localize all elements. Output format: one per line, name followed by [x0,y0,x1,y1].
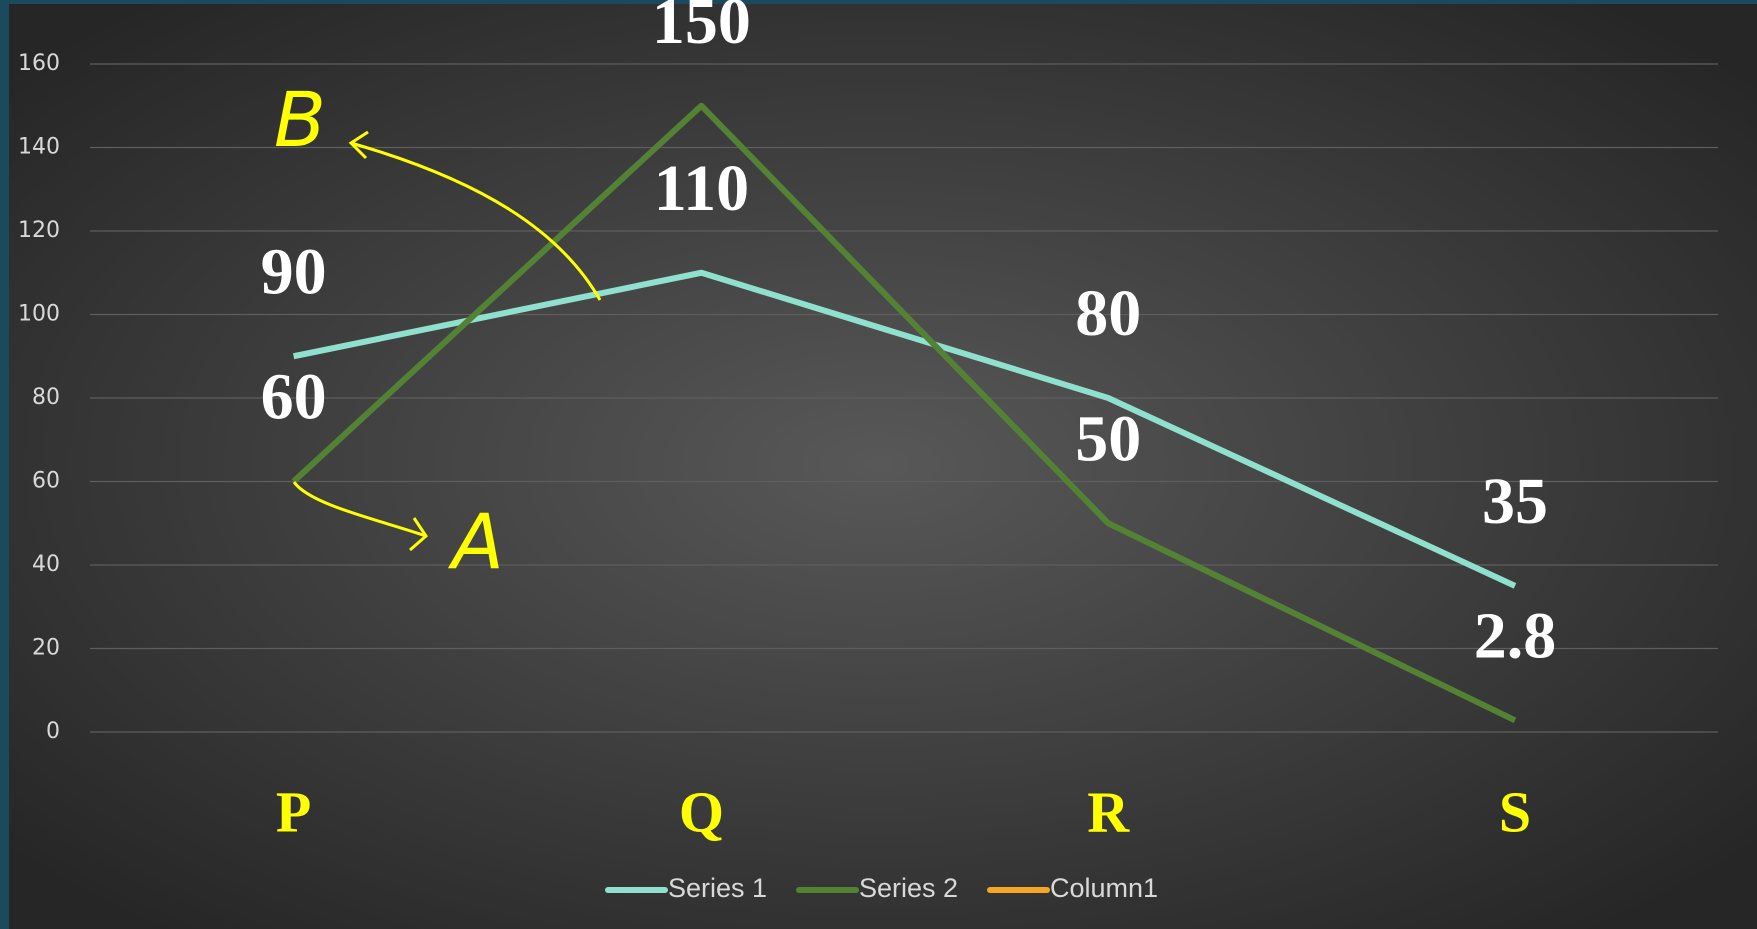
legend-label: Column1 [1050,873,1158,903]
series-line [292,269,1517,589]
y-tick-label: 160 [18,51,60,76]
legend-label: Series 1 [668,873,767,903]
data-label: 35 [1482,465,1548,538]
series-line [291,102,1517,724]
x-tick-label: P [276,779,311,844]
legend-label: Series 2 [859,873,958,903]
x-tick-label: S [1499,779,1531,844]
annotation: A [447,497,504,586]
annotation-arrow [292,481,427,538]
lines [291,102,1517,724]
y-tick-label: 20 [32,636,60,661]
annotation-arrow [350,141,602,301]
annotation-arrowhead [409,517,428,552]
y-tick-label: 140 [18,135,60,160]
y-tick-label: 40 [32,552,60,577]
data-label: 2.8 [1474,599,1557,672]
data-label: 50 [1075,402,1141,475]
data-label: 90 [261,235,327,308]
y-tick-label: 100 [18,302,60,327]
data-label: 150 [652,0,751,58]
y-tick-label: 60 [32,469,60,494]
y-tick-label: 80 [32,385,60,410]
y-tick-label: 120 [18,218,60,243]
left-border [0,0,9,929]
data-label: 60 [261,361,327,434]
annotation-arrowhead [348,130,369,160]
top-border [0,0,1757,4]
data-label: 80 [1075,277,1141,350]
annotation: B [274,75,326,164]
data-label: 110 [654,152,749,225]
x-tick-label: Q [679,779,724,844]
x-tick-label: R [1087,779,1130,844]
y-tick-label: 0 [46,719,60,744]
